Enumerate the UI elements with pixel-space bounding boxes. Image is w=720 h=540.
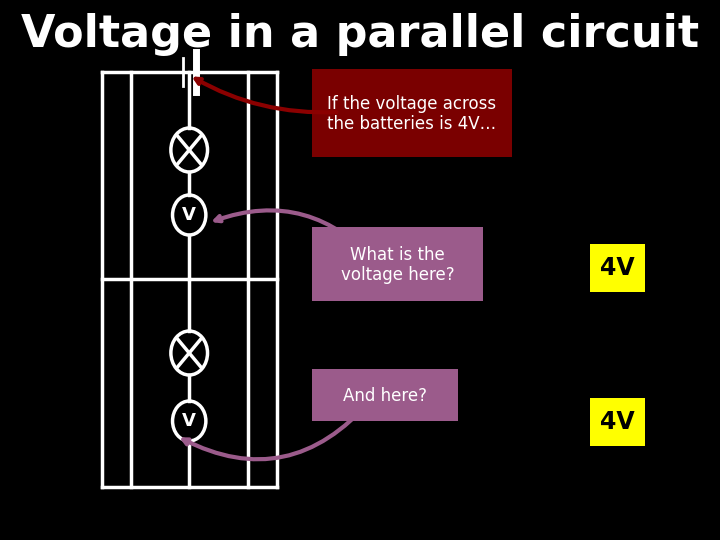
FancyBboxPatch shape <box>312 369 459 421</box>
Text: 4V: 4V <box>600 410 635 434</box>
FancyBboxPatch shape <box>312 227 483 301</box>
Text: Voltage in a parallel circuit: Voltage in a parallel circuit <box>21 14 699 57</box>
FancyBboxPatch shape <box>590 244 645 292</box>
FancyBboxPatch shape <box>590 398 645 446</box>
Text: V: V <box>182 412 196 430</box>
Text: 4V: 4V <box>600 256 635 280</box>
Text: And here?: And here? <box>343 387 427 405</box>
Text: V: V <box>182 206 196 224</box>
Text: If the voltage across
the batteries is 4V…: If the voltage across the batteries is 4… <box>327 94 496 133</box>
Text: What is the
voltage here?: What is the voltage here? <box>341 246 454 285</box>
FancyBboxPatch shape <box>312 69 513 157</box>
